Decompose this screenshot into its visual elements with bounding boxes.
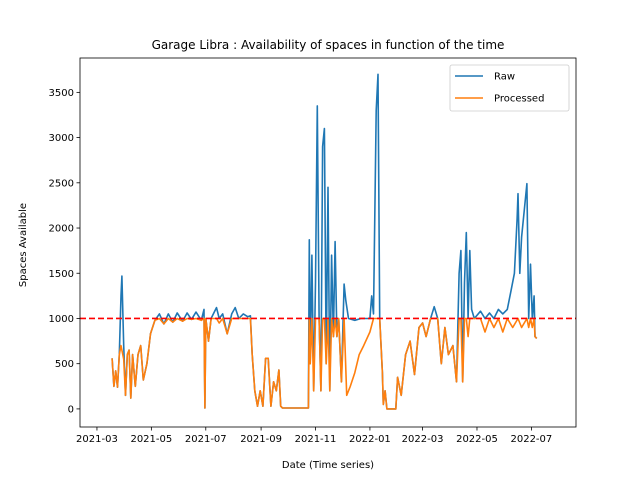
- legend-label-processed: Processed: [494, 94, 544, 105]
- axes: 0 500 1000 1500 2000 2500 3000 3500 2021-03 2021-…: [49, 57, 577, 445]
- x-tick-label: 2022-05: [456, 434, 498, 445]
- y-tick-label: 2500: [49, 178, 74, 189]
- legend: Raw Processed: [449, 64, 570, 112]
- x-tick-label: 2022-03: [402, 434, 444, 445]
- y-axis-title: Spaces Available: [18, 203, 29, 287]
- x-tick-label: 2021-09: [240, 434, 282, 445]
- y-tick-label: 1500: [49, 269, 74, 280]
- y-tick-label: 2000: [49, 224, 74, 235]
- x-tick-label: 2021-11: [295, 434, 337, 445]
- x-tick-label: 2021-03: [76, 434, 118, 445]
- x-tick-label: 2022-07: [510, 434, 552, 445]
- x-tick-label: 2022-01: [349, 434, 391, 445]
- series-line-raw: [111, 73, 538, 410]
- x-tick-label: 2021-05: [130, 434, 172, 445]
- y-tick-label: 1000: [49, 314, 74, 325]
- y-tick-label: 0: [68, 404, 74, 415]
- x-tick-label: 2021-07: [185, 434, 227, 445]
- x-axis-title: Date (Time series): [282, 460, 374, 471]
- y-tick-label: 3500: [49, 88, 74, 99]
- chart-title: Garage Libra : Availability of spaces in…: [152, 38, 505, 52]
- plot-area: [80, 73, 576, 410]
- legend-label-raw: Raw: [494, 72, 515, 83]
- y-tick-label: 3000: [49, 133, 74, 144]
- y-tick-label: 500: [55, 359, 74, 370]
- plot-frame: [79, 57, 577, 428]
